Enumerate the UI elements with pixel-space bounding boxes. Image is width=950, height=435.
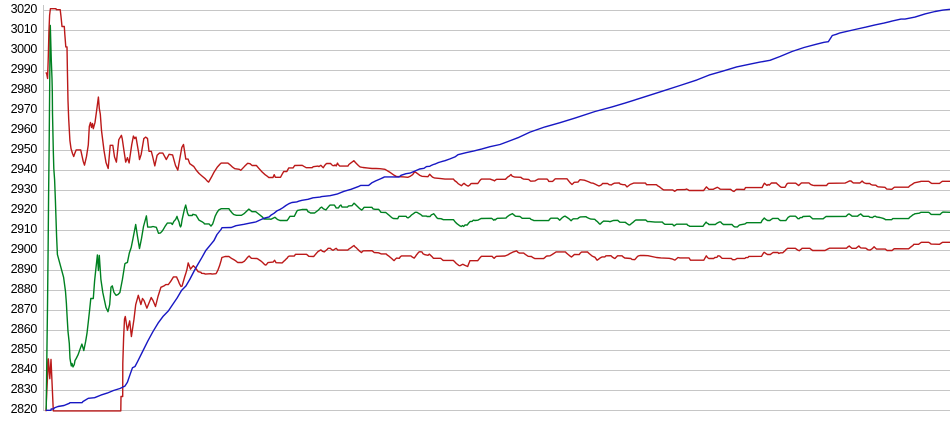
svg-text:2890: 2890	[11, 262, 38, 276]
svg-text:2860: 2860	[11, 322, 38, 336]
svg-text:2840: 2840	[11, 362, 38, 376]
svg-text:2820: 2820	[11, 402, 38, 416]
svg-text:3000: 3000	[11, 42, 38, 56]
svg-text:2900: 2900	[11, 242, 38, 256]
svg-text:2990: 2990	[11, 62, 38, 76]
svg-text:2940: 2940	[11, 162, 38, 176]
svg-text:2950: 2950	[11, 142, 38, 156]
svg-text:2920: 2920	[11, 202, 38, 216]
svg-text:2970: 2970	[11, 102, 38, 116]
svg-text:3010: 3010	[11, 22, 38, 36]
svg-text:2830: 2830	[11, 382, 38, 396]
svg-text:2870: 2870	[11, 302, 38, 316]
svg-text:2850: 2850	[11, 342, 38, 356]
svg-text:3020: 3020	[11, 2, 38, 16]
svg-text:2910: 2910	[11, 222, 38, 236]
svg-text:2930: 2930	[11, 182, 38, 196]
svg-text:2980: 2980	[11, 82, 38, 96]
svg-text:2960: 2960	[11, 122, 38, 136]
svg-text:2880: 2880	[11, 282, 38, 296]
